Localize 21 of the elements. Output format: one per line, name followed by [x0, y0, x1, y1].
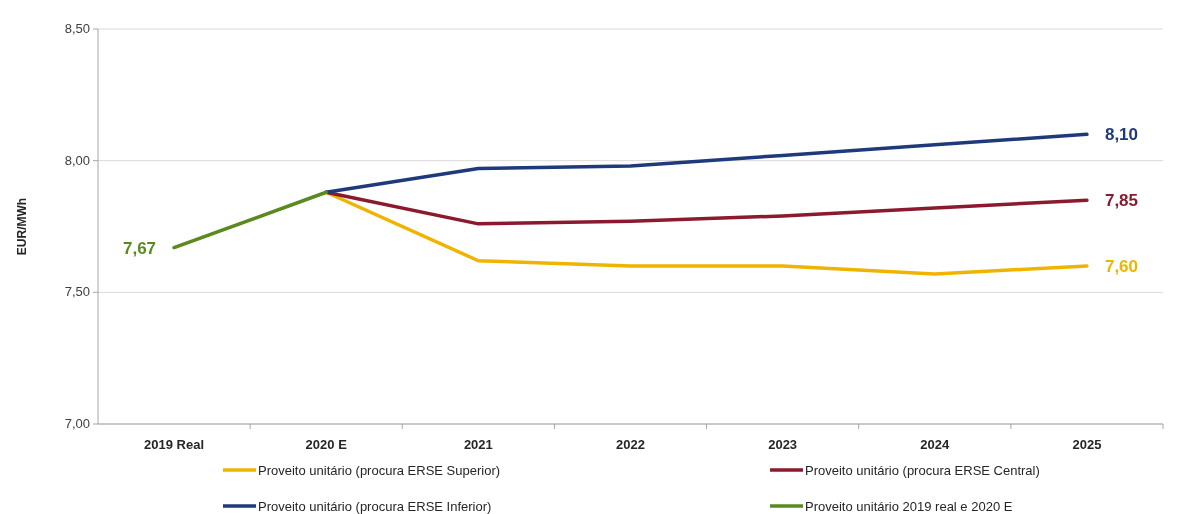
line-series — [324, 132, 1089, 195]
x-tick-label: 2021 — [463, 437, 493, 452]
legend-label: Proveito unitário (procura ERSE Superior) — [258, 463, 501, 478]
x-tick-label: 2022 — [616, 437, 645, 452]
y-tick-label: 7,00 — [64, 416, 90, 431]
x-tick-label: 2023 — [768, 437, 798, 452]
legend-label: Proveito unitário (procura ERSE Central) — [805, 463, 1040, 478]
y-tick-label: 7,50 — [64, 284, 90, 300]
data-label: 7,67 — [122, 238, 157, 258]
data-label: 8,10 — [1104, 125, 1139, 145]
y-tick-label: 8,50 — [64, 21, 90, 36]
x-tick-label: 2020 E — [305, 437, 348, 452]
y-axis-title: EUR/MWh — [15, 197, 29, 256]
data-label: 7,60 — [1104, 257, 1139, 276]
legend-label: Proveito unitário (procura ERSE Inferior) — [258, 499, 492, 514]
x-tick-label: 2025 — [1072, 437, 1102, 452]
data-label: 7,85 — [1104, 191, 1139, 211]
x-tick-label: 2019 Real — [144, 437, 205, 452]
legend-label: Proveito unitário 2019 real e 2020 E — [805, 499, 1013, 514]
x-tick-label: 2024 — [920, 437, 951, 452]
y-tick-label: 8,00 — [64, 152, 90, 168]
